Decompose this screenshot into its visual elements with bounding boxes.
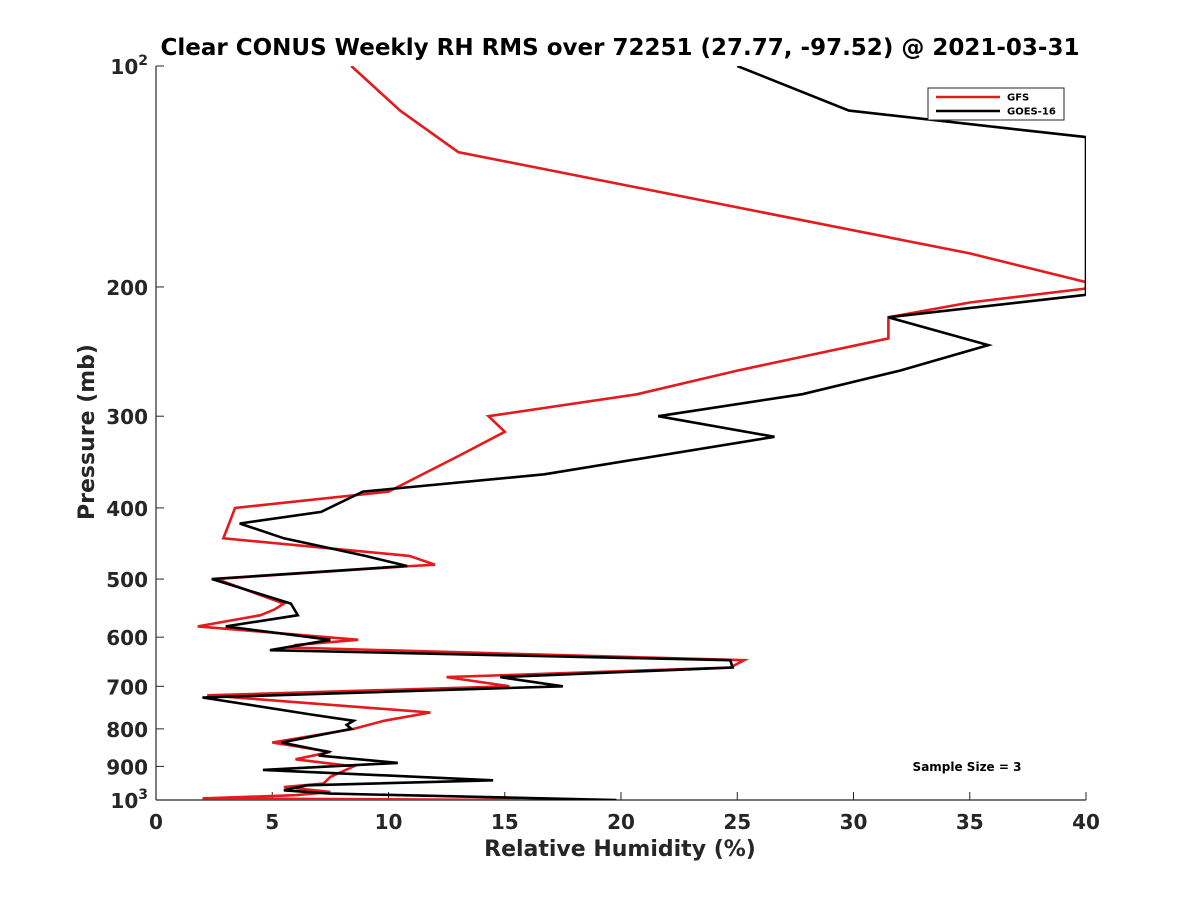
y-tick-label: 500	[106, 568, 148, 592]
y-tick-label: 700	[106, 675, 148, 699]
x-tick-label: 30	[840, 810, 868, 834]
y-tick-label: 900	[106, 755, 148, 779]
x-tick-label: 15	[491, 810, 519, 834]
sample-size-annotation: Sample Size = 3	[913, 760, 1022, 774]
y-tick-label: 300	[106, 405, 148, 429]
x-tick-label: 40	[1072, 810, 1100, 834]
x-tick-label: 35	[956, 810, 984, 834]
y-axis-label: Pressure (mb)	[75, 344, 100, 520]
chart-title: Clear CONUS Weekly RH RMS over 72251 (27…	[161, 35, 1080, 61]
legend-box	[927, 87, 1065, 121]
series-line-gfs	[197, 66, 1086, 800]
x-tick-label: 25	[723, 810, 751, 834]
legend-label-gfs: GFS	[1007, 93, 1029, 104]
x-axis-label: Relative Humidity (%)	[484, 837, 756, 862]
x-tick-label: 5	[265, 810, 279, 834]
y-tick-exponent: 2	[138, 53, 148, 69]
x-tick-label: 20	[607, 810, 635, 834]
series-group	[197, 66, 1086, 800]
y-tick-label: 600	[106, 626, 148, 650]
y-tick-exponent: 3	[138, 787, 148, 803]
x-tick-label: 10	[375, 810, 403, 834]
y-tick-label: 200	[106, 276, 148, 300]
series-line-goes-16	[202, 66, 1086, 800]
y-tick-label: 400	[106, 497, 148, 521]
legend-label-goes-16: GOES-16	[1007, 107, 1056, 118]
x-tick-label: 0	[149, 810, 163, 834]
y-tick-label: 800	[106, 718, 148, 742]
y-tick-label: 103	[110, 787, 148, 813]
y-tick-label: 102	[110, 53, 148, 79]
